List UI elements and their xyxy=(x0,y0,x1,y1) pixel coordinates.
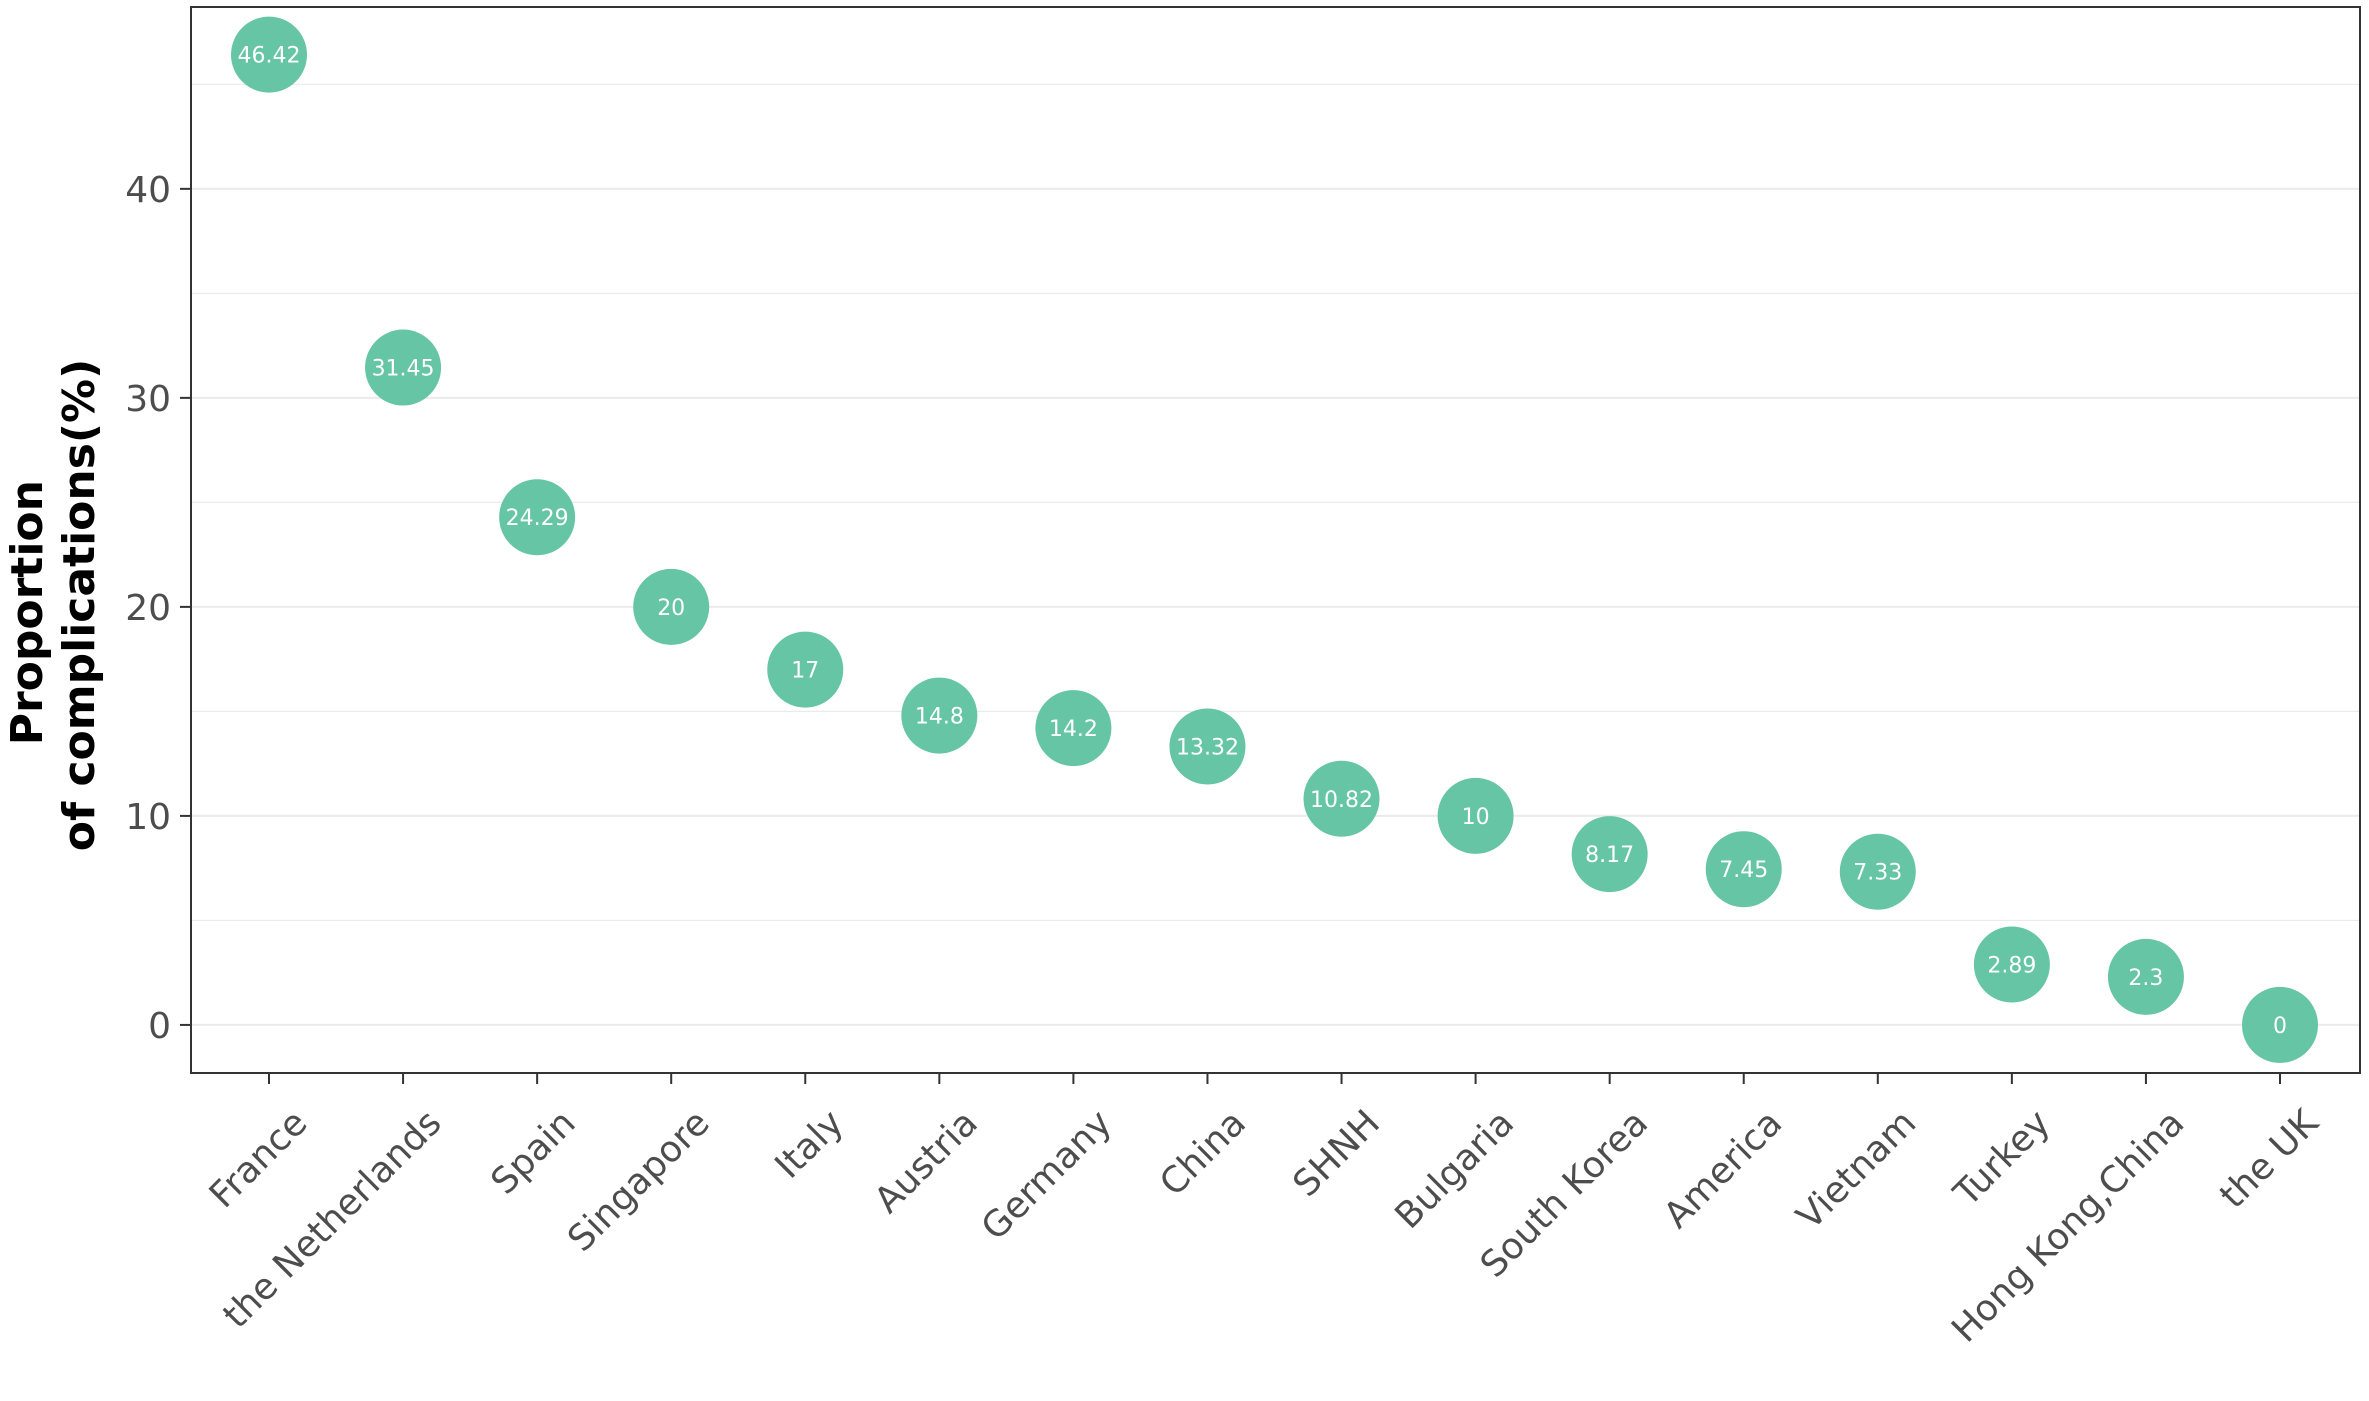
data-point xyxy=(1839,833,1916,910)
data-point-label: 17 xyxy=(791,659,819,684)
data-point xyxy=(1705,831,1782,908)
data-point-label: 13.32 xyxy=(1176,736,1239,761)
data-point xyxy=(2242,986,2318,1063)
data-point xyxy=(633,568,710,645)
plot-panel-border xyxy=(190,6,2361,1074)
x-tick-label: the UK xyxy=(2212,1101,2327,1216)
x-tick-label: Bulgaria xyxy=(1388,1102,1523,1237)
x-tick-label: Turkey xyxy=(1946,1102,2059,1215)
x-tick-label: Vietnam xyxy=(1789,1102,1924,1237)
data-point xyxy=(1571,816,1648,893)
data-point-label: 2.89 xyxy=(1987,954,2036,979)
data-point xyxy=(499,479,576,556)
data-point-label: 0 xyxy=(2273,1014,2287,1039)
y-tick-label: 0 xyxy=(148,1006,171,1047)
data-point xyxy=(1437,777,1514,854)
y-tick-labels: 0 10 20 30 40 xyxy=(125,170,171,1047)
y-axis-title-line-2: of complications(%) xyxy=(54,359,105,851)
x-tick-label: Spain xyxy=(483,1102,583,1202)
data-point xyxy=(1035,690,1112,767)
x-tick-label: France xyxy=(202,1102,316,1216)
grid-layer xyxy=(191,83,2360,1026)
data-point-label: 7.45 xyxy=(1719,858,1768,883)
points-layer: 46.42 31.45 24.29 20 17 14.8 14.2 13.32 10.82 10 8… xyxy=(231,16,2318,1063)
x-tick-label: SHNH xyxy=(1286,1102,1388,1204)
data-point xyxy=(1973,926,2050,1003)
x-tick-label: Germany xyxy=(974,1102,1120,1248)
data-point-label: 14.2 xyxy=(1049,717,1098,742)
x-tick-label: China xyxy=(1152,1102,1254,1204)
data-point-label: 14.8 xyxy=(915,705,964,730)
data-point-label: 24.29 xyxy=(506,506,569,531)
y-axis-title-line-1: Proportion xyxy=(2,480,53,745)
y-tick-label: 30 xyxy=(125,379,171,420)
data-point xyxy=(901,677,978,754)
x-tick-label: Italy xyxy=(768,1102,852,1186)
data-point-label: 7.33 xyxy=(1853,861,1902,886)
data-point xyxy=(231,16,307,93)
x-tick-label: Hong Kong,China xyxy=(1944,1102,2192,1350)
x-tick-label: Singapore xyxy=(560,1102,717,1259)
data-point-label: 8.17 xyxy=(1585,843,1634,868)
x-tick-label: America xyxy=(1656,1102,1790,1236)
data-point xyxy=(2107,938,2184,1015)
data-point xyxy=(1303,760,1380,837)
axis-layer xyxy=(180,6,2361,1084)
x-tick-label: Austria xyxy=(867,1102,986,1221)
data-point-label: 31.45 xyxy=(372,357,435,382)
data-point xyxy=(365,329,442,406)
data-point-label: 10.82 xyxy=(1310,788,1373,813)
data-point xyxy=(767,631,844,708)
data-point-label: 10 xyxy=(1462,805,1490,830)
y-axis-title: Proportion of complications(%) xyxy=(2,359,105,851)
data-point xyxy=(1169,708,1246,785)
y-tick-label: 20 xyxy=(125,588,171,629)
y-tick-label: 40 xyxy=(125,170,171,211)
data-point-label: 20 xyxy=(657,596,685,621)
data-point-label: 46.42 xyxy=(238,44,301,69)
y-tick-label: 10 xyxy=(125,797,171,838)
data-point-label: 2.3 xyxy=(2128,966,2163,991)
